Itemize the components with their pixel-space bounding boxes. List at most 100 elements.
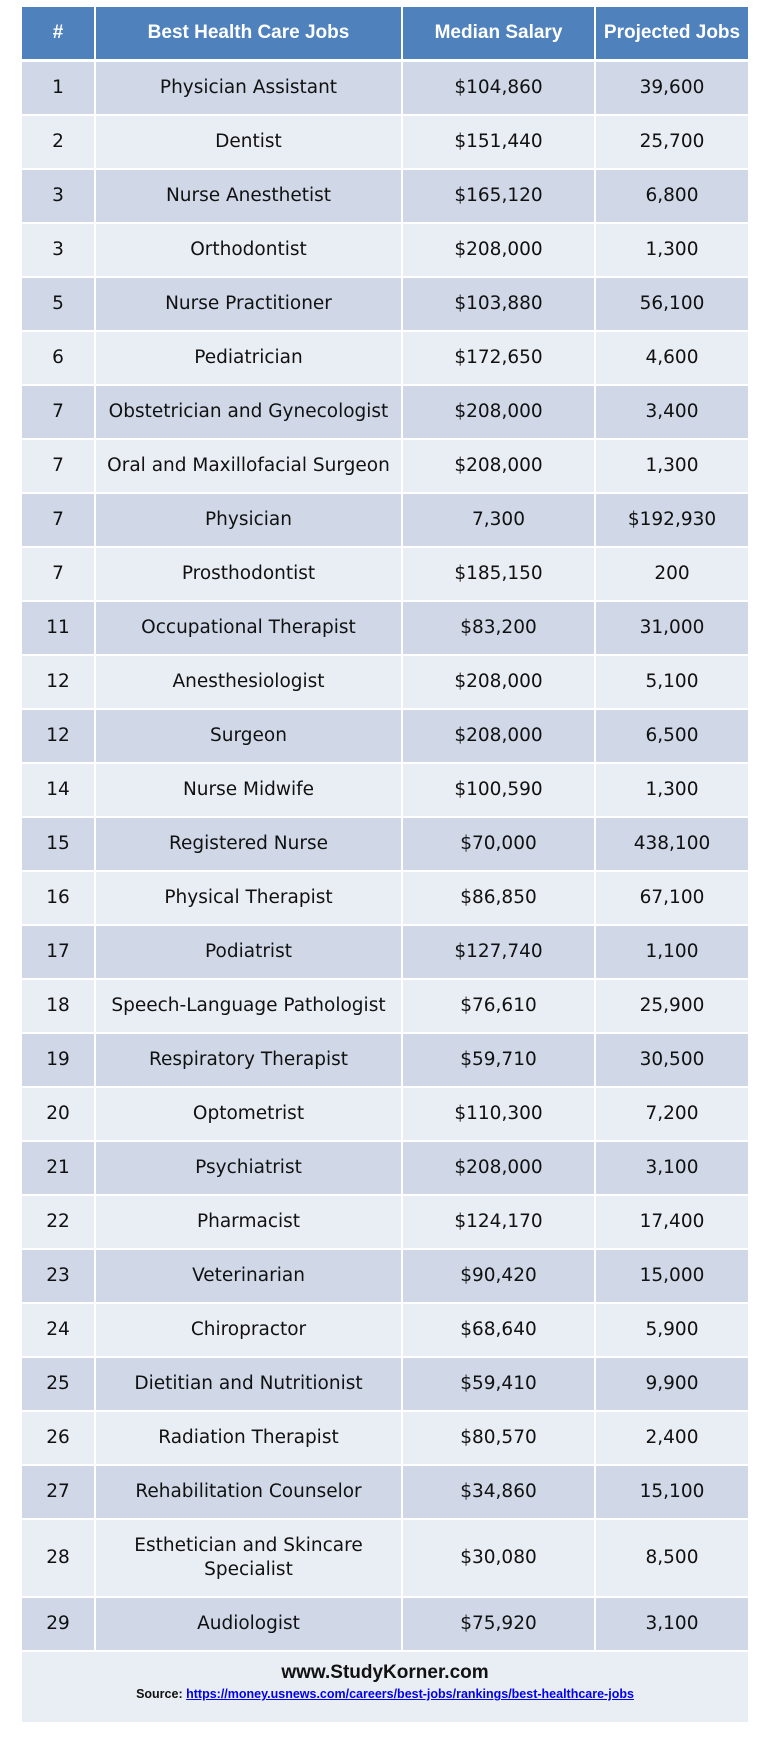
- jobs-cell: 7,200: [595, 1087, 748, 1142]
- job-cell: Nurse Midwife: [95, 763, 403, 818]
- jobs-cell: 30,500: [595, 1033, 748, 1088]
- rank-cell: 21: [22, 1141, 96, 1196]
- salary-cell: $59,410: [402, 1357, 596, 1412]
- rank-cell: 24: [22, 1303, 96, 1358]
- salary-cell: $124,170: [402, 1195, 596, 1250]
- jobs-cell: 17,400: [595, 1195, 748, 1250]
- source-link[interactable]: https://money.usnews.com/careers/best-jo…: [186, 1687, 634, 1701]
- jobs-cell: 3,400: [595, 385, 748, 440]
- job-cell: Oral and Maxillofacial Surgeon: [95, 439, 403, 494]
- salary-cell: $34,860: [402, 1465, 596, 1520]
- rank-cell: 3: [22, 169, 96, 224]
- table-body: 1 Physician Assistant $104,860 39,600 2 Denti…: [22, 60, 748, 1652]
- job-cell: Speech-Language Pathologist: [95, 979, 403, 1034]
- rank-cell: 7: [22, 547, 96, 602]
- jobs-cell: 6,800: [595, 169, 748, 224]
- rank-cell: 20: [22, 1087, 96, 1142]
- jobs-cell: 2,400: [595, 1411, 748, 1466]
- job-cell: Psychiatrist: [95, 1141, 403, 1196]
- job-cell: Nurse Anesthetist: [95, 169, 403, 224]
- rank-cell: 28: [22, 1519, 96, 1598]
- rank-cell: 19: [22, 1033, 96, 1088]
- jobs-cell: $192,930: [595, 493, 748, 548]
- job-cell: Respiratory Therapist: [95, 1033, 403, 1088]
- job-cell: Physician: [95, 493, 403, 548]
- salary-cell: $100,590: [402, 763, 596, 818]
- table-row: 6 Pediatrician $172,650 4,600: [22, 331, 748, 386]
- job-cell: Occupational Therapist: [95, 601, 403, 656]
- rank-cell: 7: [22, 439, 96, 494]
- salary-cell: $208,000: [402, 1141, 596, 1196]
- job-cell: Veterinarian: [95, 1249, 403, 1304]
- table-row: 23 Veterinarian $90,420 15,000: [22, 1249, 748, 1304]
- table-row: 22 Pharmacist $124,170 17,400: [22, 1195, 748, 1250]
- rank-cell: 27: [22, 1465, 96, 1520]
- rank-cell: 16: [22, 871, 96, 926]
- rank-cell: 23: [22, 1249, 96, 1304]
- salary-cell: $75,920: [402, 1597, 596, 1652]
- salary-cell: $127,740: [402, 925, 596, 980]
- source-line: Source: https://money.usnews.com/careers…: [22, 1687, 748, 1701]
- job-cell: Physician Assistant: [95, 60, 403, 116]
- health-jobs-table: # Best Health Care Jobs Median Salary Pr…: [22, 7, 748, 1652]
- table-row: 16 Physical Therapist $86,850 67,100: [22, 871, 748, 926]
- source-label: Source:: [136, 1687, 183, 1701]
- job-cell: Optometrist: [95, 1087, 403, 1142]
- rank-cell: 2: [22, 115, 96, 170]
- jobs-cell: 15,000: [595, 1249, 748, 1304]
- job-cell: Orthodontist: [95, 223, 403, 278]
- rank-cell: 14: [22, 763, 96, 818]
- header-median-salary: Median Salary: [402, 7, 596, 62]
- rank-cell: 18: [22, 979, 96, 1034]
- header-job: Best Health Care Jobs: [95, 7, 403, 62]
- salary-cell: $59,710: [402, 1033, 596, 1088]
- table-row: 11 Occupational Therapist $83,200 31,000: [22, 601, 748, 656]
- table-row: 7 Obstetrician and Gynecologist $208,000 3,…: [22, 385, 748, 440]
- job-cell: Registered Nurse: [95, 817, 403, 872]
- jobs-cell: 67,100: [595, 871, 748, 926]
- table-row: 7 Physician 7,300 $192,930: [22, 493, 748, 548]
- jobs-cell: 5,900: [595, 1303, 748, 1358]
- salary-cell: $76,610: [402, 979, 596, 1034]
- jobs-cell: 31,000: [595, 601, 748, 656]
- rank-cell: 15: [22, 817, 96, 872]
- table-row: 2 Dentist $151,440 25,700: [22, 115, 748, 170]
- table-row: 17 Podiatrist $127,740 1,100: [22, 925, 748, 980]
- salary-cell: $30,080: [402, 1519, 596, 1598]
- jobs-sheet: # Best Health Care Jobs Median Salary Pr…: [22, 7, 748, 1722]
- jobs-cell: 1,300: [595, 223, 748, 278]
- job-cell: Obstetrician and Gynecologist: [95, 385, 403, 440]
- jobs-cell: 5,100: [595, 655, 748, 710]
- salary-cell: $104,860: [402, 60, 596, 116]
- job-cell: Dentist: [95, 115, 403, 170]
- jobs-cell: 3,100: [595, 1141, 748, 1196]
- job-cell: Nurse Practitioner: [95, 277, 403, 332]
- jobs-cell: 1,300: [595, 763, 748, 818]
- job-cell: Anesthesiologist: [95, 655, 403, 710]
- jobs-cell: 56,100: [595, 277, 748, 332]
- rank-cell: 22: [22, 1195, 96, 1250]
- rank-cell: 12: [22, 655, 96, 710]
- jobs-cell: 15,100: [595, 1465, 748, 1520]
- rank-cell: 25: [22, 1357, 96, 1412]
- salary-cell: $83,200: [402, 601, 596, 656]
- job-cell: Surgeon: [95, 709, 403, 764]
- table-row: 15 Registered Nurse $70,000 438,100: [22, 817, 748, 872]
- jobs-cell: 200: [595, 547, 748, 602]
- header-row: # Best Health Care Jobs Median Salary Pr…: [22, 7, 748, 62]
- table-row: 24 Chiropractor $68,640 5,900: [22, 1303, 748, 1358]
- jobs-cell: 39,600: [595, 60, 748, 116]
- job-cell: Podiatrist: [95, 925, 403, 980]
- rank-cell: 17: [22, 925, 96, 980]
- job-cell: Prosthodontist: [95, 547, 403, 602]
- table-row: 28 Esthetician and Skincare Specialist $30…: [22, 1519, 748, 1598]
- rank-cell: 7: [22, 493, 96, 548]
- table-row: 18 Speech-Language Pathologist $76,610 25,9…: [22, 979, 748, 1034]
- rank-cell: 12: [22, 709, 96, 764]
- rank-cell: 7: [22, 385, 96, 440]
- jobs-cell: 1,100: [595, 925, 748, 980]
- rank-cell: 29: [22, 1597, 96, 1652]
- salary-cell: $208,000: [402, 439, 596, 494]
- job-cell: Physical Therapist: [95, 871, 403, 926]
- table-row: 7 Oral and Maxillofacial Surgeon $208,000 1…: [22, 439, 748, 494]
